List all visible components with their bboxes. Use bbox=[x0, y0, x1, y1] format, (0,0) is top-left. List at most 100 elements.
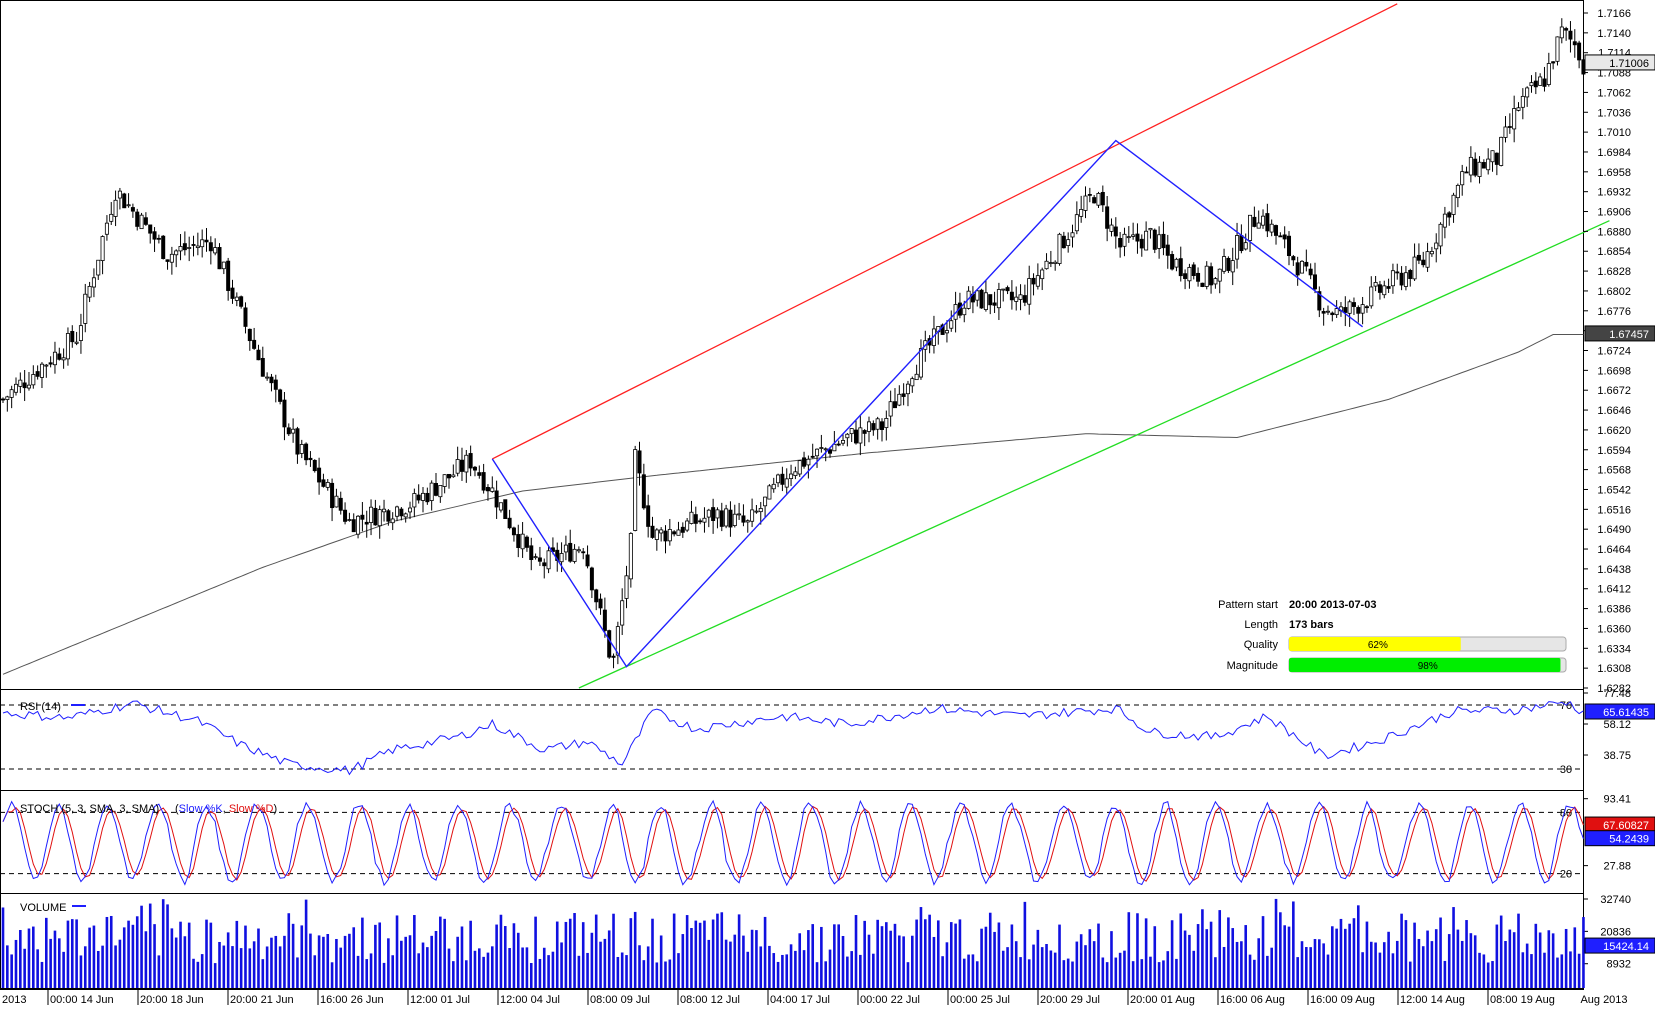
stoch-level-label: 80 bbox=[1560, 807, 1572, 819]
bull-candle bbox=[1109, 224, 1114, 232]
volume-bar bbox=[1413, 922, 1416, 988]
bear-candle bbox=[1022, 295, 1027, 303]
price-tick-label: 1.6438 bbox=[1597, 564, 1631, 576]
volume-bar bbox=[789, 944, 793, 988]
volume-bar bbox=[1201, 909, 1204, 988]
volume-bar bbox=[863, 920, 866, 988]
bear-candle bbox=[711, 507, 716, 521]
volume-bar bbox=[867, 934, 871, 988]
bull-candle bbox=[1334, 308, 1339, 316]
volume-bar bbox=[737, 914, 741, 988]
bear-candle bbox=[247, 328, 252, 342]
price-tick-label: 1.6958 bbox=[1597, 167, 1631, 179]
volume-bar bbox=[984, 926, 988, 988]
volume-bar bbox=[114, 945, 117, 988]
bear-candle bbox=[1196, 272, 1201, 282]
volume-bar bbox=[607, 930, 611, 988]
bull-candle bbox=[1248, 214, 1253, 241]
stoch-d-value: 67.60827 bbox=[1603, 820, 1649, 832]
stoch-k-value: 54.2439 bbox=[1609, 834, 1649, 846]
bull-candle bbox=[1035, 275, 1040, 287]
bull-candle bbox=[390, 518, 395, 524]
bull-candle bbox=[897, 393, 902, 406]
volume-bar bbox=[1019, 957, 1022, 988]
volume-bar bbox=[1131, 961, 1135, 988]
bull-candle bbox=[1187, 267, 1192, 282]
bear-candle bbox=[70, 330, 75, 343]
volume-bar bbox=[551, 951, 555, 988]
bear-candle bbox=[637, 450, 642, 474]
volume-bar bbox=[807, 930, 810, 988]
pattern-info-panel: Pattern start 20:00 2013-07-03 Length 17… bbox=[1218, 599, 1567, 673]
bull-candle bbox=[1460, 171, 1465, 186]
volume-bar bbox=[352, 927, 356, 988]
bull-candle bbox=[667, 529, 672, 542]
bull-candle bbox=[715, 509, 720, 519]
volume-bar bbox=[231, 946, 234, 988]
volume-bar bbox=[196, 961, 200, 988]
bear-candle bbox=[871, 423, 876, 431]
bull-candle bbox=[1486, 158, 1491, 171]
volume-bar bbox=[434, 930, 438, 988]
volume-bar bbox=[122, 927, 126, 988]
volume-bar bbox=[1318, 939, 1321, 988]
price-tick-label: 1.6542 bbox=[1597, 484, 1631, 496]
volume-bar bbox=[1326, 954, 1330, 988]
volume-bar bbox=[430, 935, 433, 988]
bull-candle bbox=[1512, 108, 1517, 130]
bear-candle bbox=[1113, 226, 1118, 237]
bear-candle bbox=[524, 536, 529, 548]
volume-bar bbox=[746, 951, 750, 988]
time-tick-label: 20:00 29 Jul bbox=[1040, 994, 1100, 1006]
volume-bar bbox=[512, 923, 516, 988]
bull-candle bbox=[169, 253, 174, 263]
bear-candle bbox=[57, 353, 62, 360]
bull-candle bbox=[61, 357, 66, 361]
bear-candle bbox=[1304, 261, 1309, 267]
volume-bar bbox=[274, 935, 278, 988]
volume-bar bbox=[1274, 898, 1278, 988]
bear-candle bbox=[230, 287, 235, 299]
volume-bar bbox=[1244, 925, 1248, 988]
bear-candle bbox=[148, 224, 153, 234]
volume-bar bbox=[1339, 918, 1343, 988]
volume-bar bbox=[794, 950, 797, 988]
volume-bar bbox=[1053, 952, 1057, 988]
volume-bar bbox=[664, 961, 667, 988]
bear-candle bbox=[243, 307, 248, 327]
volume-bar bbox=[1344, 928, 1347, 988]
volume-bar bbox=[776, 961, 780, 988]
bull-candle bbox=[771, 483, 776, 490]
volume-bar bbox=[213, 963, 217, 988]
volume-bar bbox=[936, 920, 940, 988]
bull-candle bbox=[737, 513, 742, 516]
bear-candle bbox=[507, 517, 512, 529]
price-tick-label: 1.6516 bbox=[1597, 504, 1631, 516]
volume-bar bbox=[239, 948, 243, 988]
volume-bar bbox=[1495, 924, 1499, 988]
volume-bar bbox=[330, 962, 334, 988]
volume-bar bbox=[612, 913, 615, 988]
bear-candle bbox=[152, 231, 157, 240]
volume-bar bbox=[681, 934, 685, 988]
bull-candle bbox=[1131, 234, 1136, 237]
volume-bar bbox=[135, 916, 139, 988]
price-tick-label: 1.6880 bbox=[1597, 226, 1631, 238]
price-tick-label: 1.6698 bbox=[1597, 365, 1631, 377]
volume-bar bbox=[1538, 932, 1542, 988]
stoch-k-legend: (Slow %K, Slow %D) bbox=[175, 803, 277, 815]
volume-bar bbox=[724, 939, 728, 988]
volume-bar bbox=[166, 904, 169, 988]
bull-candle bbox=[823, 448, 828, 451]
rsi-line bbox=[2, 700, 1584, 776]
volume-bar bbox=[1014, 941, 1018, 988]
bull-candle bbox=[429, 482, 434, 501]
bull-candle bbox=[1243, 242, 1248, 250]
bull-candle bbox=[689, 511, 694, 524]
bear-candle bbox=[719, 510, 724, 527]
bull-candle bbox=[1325, 310, 1330, 313]
bull-candle bbox=[1204, 265, 1209, 287]
price-tick-label: 1.6776 bbox=[1597, 306, 1631, 318]
bear-candle bbox=[468, 453, 473, 469]
